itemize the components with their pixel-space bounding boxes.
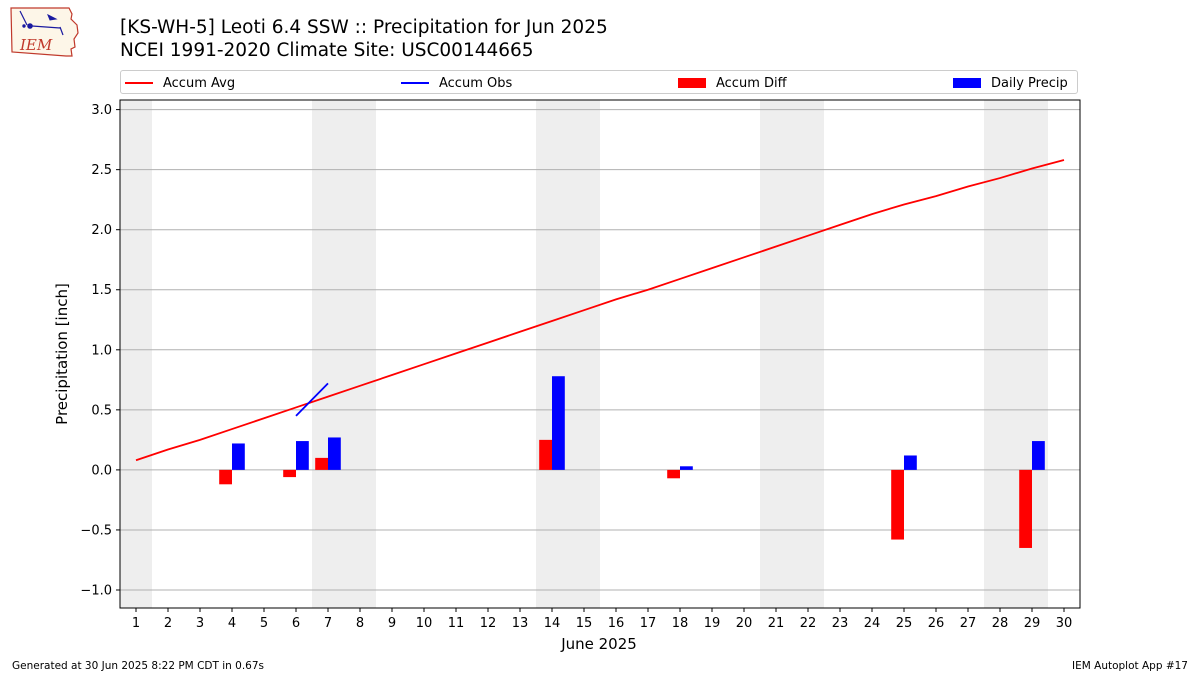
x-tick-label: 20 <box>736 616 753 631</box>
x-tick-label: 2 <box>164 616 172 631</box>
accum-diff-bar-day-14 <box>539 439 552 470</box>
bars <box>219 376 1045 548</box>
legend-item-daily-precip: Daily Precip <box>953 73 1068 93</box>
daily-precip-bar-day-7 <box>328 437 341 470</box>
legend-item-accum-obs: Accum Obs <box>401 73 512 93</box>
daily-precip-bar-day-4 <box>232 443 245 470</box>
y-tick-label: 0.0 <box>91 463 112 478</box>
iem-logo: IEM <box>10 7 79 57</box>
x-ticks: 1 2 3 4 5 6 7 8 9 10 11 12 13 14 15 16 17 18 19 20 21 22 23 24 2… <box>132 608 1072 631</box>
legend-swatch-accum-diff <box>678 78 706 88</box>
weekend-shade-day-7 <box>312 100 344 608</box>
accum-diff-bar-day-25 <box>891 469 904 540</box>
legend-label-accum-diff: Accum Diff <box>716 75 787 91</box>
accum-diff-bar-day-29 <box>1019 469 1032 548</box>
accum-obs-line <box>295 382 329 417</box>
x-tick-label: 13 <box>512 616 529 631</box>
x-tick-label: 3 <box>196 616 204 631</box>
plot-frame <box>119 99 1081 609</box>
daily-precip-bar-day-29 <box>1032 441 1045 470</box>
grid-lines <box>120 109 1080 591</box>
x-tick-label: 15 <box>576 616 593 631</box>
daily-precip-bar-day-25 <box>904 455 917 470</box>
weekend-shade-day-1 <box>120 100 152 608</box>
chart-subtitle: NCEI 1991-2020 Climate Site: USC00144665 <box>120 40 534 61</box>
x-tick-label: 28 <box>992 616 1009 631</box>
legend-label-accum-obs: Accum Obs <box>439 75 513 91</box>
x-tick-label: 27 <box>960 616 977 631</box>
x-tick-label: 7 <box>324 616 332 631</box>
accum-diff-bar-day-4 <box>219 469 232 485</box>
x-tick-label: 6 <box>292 616 300 631</box>
x-tick-label: 12 <box>480 616 497 631</box>
lines <box>135 159 1065 462</box>
y-tick-label: −1.0 <box>80 583 112 598</box>
y-ticks: −1.0 −0.5 0.0 0.5 1.0 1.5 2.0 2.5 3.0 <box>80 103 120 598</box>
x-tick-label: 9 <box>388 616 396 631</box>
legend-item-accum-avg: Accum Avg <box>125 73 235 93</box>
x-tick-label: 16 <box>608 616 625 631</box>
y-tick-label: 1.5 <box>91 283 112 298</box>
x-tick-label: 26 <box>928 616 945 631</box>
app-label: IEM Autoplot App #17 <box>1072 660 1188 672</box>
daily-precip-bar-day-14 <box>552 376 565 470</box>
y-tick-label: 3.0 <box>91 103 112 118</box>
weekend-shading <box>120 100 1048 608</box>
y-tick-label: −0.5 <box>80 523 112 538</box>
legend-swatch-daily-precip <box>953 78 981 88</box>
x-tick-label: 10 <box>416 616 433 631</box>
accum-diff-bar-day-7 <box>315 457 328 470</box>
logo-text: IEM <box>19 36 53 54</box>
legend-swatch-accum-obs <box>401 82 429 84</box>
weekend-shade-day-15 <box>568 100 600 608</box>
x-tick-label: 4 <box>228 616 236 631</box>
x-tick-label: 18 <box>672 616 689 631</box>
legend-label-accum-avg: Accum Avg <box>163 75 236 91</box>
daily-precip-bar-day-18 <box>680 466 693 470</box>
x-tick-label: 11 <box>448 616 465 631</box>
legend-item-accum-diff: Accum Diff <box>678 73 787 93</box>
x-tick-label: 5 <box>260 616 268 631</box>
x-tick-label: 24 <box>864 616 881 631</box>
x-tick-label: 30 <box>1056 616 1073 631</box>
x-tick-label: 21 <box>768 616 785 631</box>
y-tick-label: 2.5 <box>91 163 112 178</box>
x-tick-label: 1 <box>132 616 140 631</box>
y-tick-label: 2.0 <box>91 223 112 238</box>
daily-precip-bar-day-6 <box>296 441 309 470</box>
weather-station-icon <box>19 10 64 36</box>
generated-timestamp: Generated at 30 Jun 2025 8:22 PM CDT in … <box>12 660 265 672</box>
x-tick-label: 23 <box>832 616 849 631</box>
x-tick-label: 19 <box>704 616 721 631</box>
chart-title: [KS-WH-5] Leoti 6.4 SSW :: Precipitation… <box>120 17 608 38</box>
weekend-shade-day-28 <box>984 100 1016 608</box>
x-tick-label: 17 <box>640 616 657 631</box>
x-tick-label: 14 <box>544 616 561 631</box>
x-tick-label: 22 <box>800 616 817 631</box>
y-tick-label: 1.0 <box>91 343 112 358</box>
accum-diff-bar-day-18 <box>667 469 680 479</box>
legend-label-daily-precip: Daily Precip <box>991 75 1068 91</box>
weekend-shade-day-21 <box>760 100 792 608</box>
iowa-outline-icon <box>10 7 79 57</box>
x-axis-label: June 2025 <box>560 635 637 653</box>
weekend-shade-day-8 <box>344 100 376 608</box>
legend-swatch-accum-avg <box>125 82 153 84</box>
y-tick-label: 0.5 <box>91 403 112 418</box>
x-tick-label: 8 <box>356 616 364 631</box>
legend: Accum Avg Accum Obs Accum Diff Daily Pre… <box>120 70 1078 94</box>
y-axis-label: Precipitation [inch] <box>53 283 71 425</box>
weekend-shade-day-22 <box>792 100 824 608</box>
x-tick-label: 29 <box>1024 616 1041 631</box>
accum-avg-line <box>135 159 1065 462</box>
accum-diff-bar-day-6 <box>283 469 296 478</box>
x-tick-label: 25 <box>896 616 913 631</box>
weekend-shade-day-14 <box>536 100 568 608</box>
